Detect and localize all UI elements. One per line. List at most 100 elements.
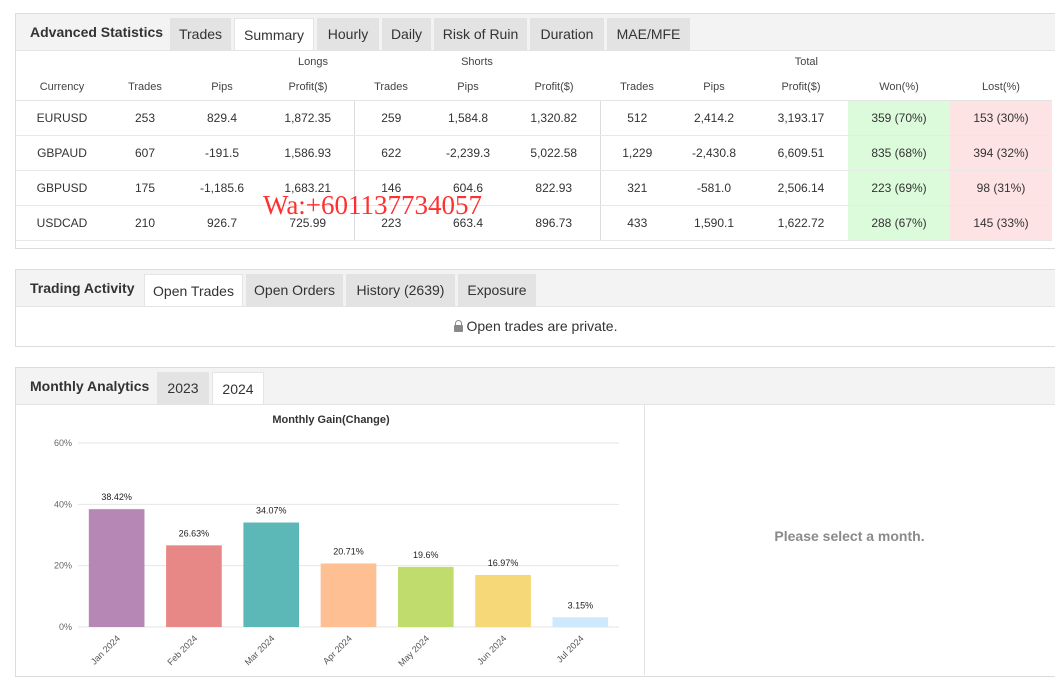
cell-shorts-profit: 822.93 xyxy=(508,170,601,206)
tab-trades[interactable]: Trades xyxy=(170,18,231,50)
x-tick-label: Jan 2024 xyxy=(89,633,122,666)
tab-hourly[interactable]: Hourly xyxy=(317,18,379,50)
cell-longs-pips: -1,185.6 xyxy=(182,170,262,206)
monthly-analytics-tabbar: Monthly Analytics 2023 2024 xyxy=(16,368,1055,405)
cell-total-profit: 3,193.17 xyxy=(754,100,848,136)
select-month-message: Please select a month. xyxy=(774,528,925,544)
tab-summary[interactable]: Summary xyxy=(234,18,314,50)
cell-total-trades: 1,229 xyxy=(600,135,674,171)
tab-2024[interactable]: 2024 xyxy=(212,372,264,404)
group-shorts: Shorts xyxy=(461,56,493,68)
cell-total-pips: -2,430.8 xyxy=(674,135,754,171)
cell-total-profit: 1,622.72 xyxy=(754,205,848,241)
bar-jul-2024[interactable] xyxy=(552,617,609,627)
cell-longs-trades: 210 xyxy=(108,205,182,241)
bar-value-label: 34.07% xyxy=(256,506,287,516)
bar-value-label: 26.63% xyxy=(179,528,210,538)
private-message: Open trades are private. xyxy=(466,318,618,334)
col-total-pips: Pips xyxy=(674,73,754,101)
cell-total-trades: 433 xyxy=(600,205,674,241)
bar-value-label: 16.97% xyxy=(488,558,519,568)
monthly-gain-chart: Monthly Gain(Change) 0% 20% 40% 60% 38.42% 2… xyxy=(16,405,645,675)
group-header-row: Longs Shorts Total xyxy=(16,51,1052,73)
col-longs-trades: Trades xyxy=(108,73,182,101)
bar-jun-2024[interactable] xyxy=(475,574,531,627)
cell-longs-trades: 175 xyxy=(108,170,182,206)
col-lost: Lost(%) xyxy=(950,73,1052,101)
y-tick-label: 60% xyxy=(54,438,72,448)
cell-shorts-trades: 622 xyxy=(354,135,428,171)
cell-shorts-pips: 663.4 xyxy=(428,205,508,241)
y-tick-label: 0% xyxy=(59,622,72,632)
bar-jan-2024[interactable] xyxy=(88,509,145,627)
cell-lost: 145 (33%) xyxy=(950,205,1052,241)
x-tick-label: Apr 2024 xyxy=(321,633,354,666)
monthly-analytics-panel: Monthly Analytics 2023 2024 Monthly Gain… xyxy=(15,367,1055,677)
y-tick-label: 20% xyxy=(54,561,72,571)
x-tick-label: Mar 2024 xyxy=(243,633,277,667)
tab-history[interactable]: History (2639) xyxy=(346,274,455,306)
cell-won: 359 (70%) xyxy=(848,100,950,136)
cell-longs-pips: -191.5 xyxy=(182,135,262,171)
cell-lost: 394 (32%) xyxy=(950,135,1052,171)
table-row: GBPAUD 607 -191.5 1,586.93 622 -2,239.3 … xyxy=(16,135,1052,171)
summary-table: Longs Shorts Total Currency Trades Pips … xyxy=(16,51,1052,241)
tab-open-trades[interactable]: Open Trades xyxy=(144,274,243,306)
trading-activity-panel: Trading Activity Open Trades Open Orders… xyxy=(15,269,1055,347)
tab-duration[interactable]: Duration xyxy=(530,18,604,50)
bar-feb-2024[interactable] xyxy=(166,545,222,627)
col-shorts-trades: Trades xyxy=(354,73,428,101)
cell-longs-pips: 926.7 xyxy=(182,205,262,241)
tab-2023[interactable]: 2023 xyxy=(157,372,209,404)
tab-open-orders[interactable]: Open Orders xyxy=(246,274,343,306)
monthly-gain-chart-svg: Monthly Gain(Change) 0% 20% 40% 60% 38.42% 2… xyxy=(54,414,619,668)
table-row: EURUSD 253 829.4 1,872.35 259 1,584.8 1,… xyxy=(16,100,1052,136)
tab-daily[interactable]: Daily xyxy=(382,18,431,50)
x-tick-label: Jun 2024 xyxy=(475,633,508,666)
cell-shorts-profit: 1,320.82 xyxy=(508,100,601,136)
column-header-row: Currency Trades Pips Profit($) Trades Pi… xyxy=(16,73,1052,101)
col-shorts-pips: Pips xyxy=(428,73,508,101)
table-row: USDCAD 210 926.7 725.99 223 663.4 896.73… xyxy=(16,205,1052,241)
cell-won: 223 (69%) xyxy=(848,170,950,206)
cell-shorts-pips: -2,239.3 xyxy=(428,135,508,171)
cell-shorts-trades: 259 xyxy=(354,100,428,136)
cell-shorts-trades: 223 xyxy=(354,205,428,241)
monthly-analytics-title: Monthly Analytics xyxy=(30,378,150,394)
col-shorts-profit: Profit($) xyxy=(508,73,600,101)
col-total-profit: Profit($) xyxy=(754,73,848,101)
group-longs: Longs xyxy=(298,56,328,68)
cell-total-pips: 2,414.2 xyxy=(674,100,754,136)
cell-shorts-trades: 146 xyxy=(354,170,428,206)
cell-total-trades: 512 xyxy=(600,100,674,136)
bar-value-label: 20.71% xyxy=(333,546,364,556)
col-total-trades: Trades xyxy=(600,73,674,101)
bar-mar-2024[interactable] xyxy=(243,522,300,627)
cell-lost: 153 (30%) xyxy=(950,100,1052,136)
x-tick-label: Jul 2024 xyxy=(555,633,586,664)
cell-shorts-pips: 604.6 xyxy=(428,170,508,206)
cell-total-pips: 1,590.1 xyxy=(674,205,754,241)
tab-risk-of-ruin[interactable]: Risk of Ruin xyxy=(434,18,527,50)
bar-apr-2024[interactable] xyxy=(320,563,377,627)
trading-activity-tabbar: Trading Activity Open Trades Open Orders… xyxy=(16,270,1055,307)
cell-longs-trades: 253 xyxy=(108,100,182,136)
tab-mae-mfe[interactable]: MAE/MFE xyxy=(607,18,690,50)
cell-shorts-profit: 896.73 xyxy=(508,205,601,241)
cell-won: 288 (67%) xyxy=(848,205,950,241)
cell-won: 835 (68%) xyxy=(848,135,950,171)
cell-currency: EURUSD xyxy=(16,100,108,136)
bar-may-2024[interactable] xyxy=(397,566,454,627)
lock-icon xyxy=(453,320,463,332)
col-won: Won(%) xyxy=(848,73,950,101)
advanced-statistics-panel: Advanced Statistics Trades Summary Hourl… xyxy=(15,13,1055,249)
trading-activity-title: Trading Activity xyxy=(30,280,135,296)
bar-value-label: 38.42% xyxy=(101,492,132,502)
cell-longs-profit: 1,586.93 xyxy=(262,135,355,171)
cell-total-profit: 2,506.14 xyxy=(754,170,848,206)
col-currency: Currency xyxy=(16,73,108,101)
table-row: GBPUSD 175 -1,185.6 1,683.21 146 604.6 8… xyxy=(16,170,1052,206)
tab-exposure[interactable]: Exposure xyxy=(458,274,536,306)
bar-value-label: 19.6% xyxy=(413,550,439,560)
cell-lost: 98 (31%) xyxy=(950,170,1052,206)
